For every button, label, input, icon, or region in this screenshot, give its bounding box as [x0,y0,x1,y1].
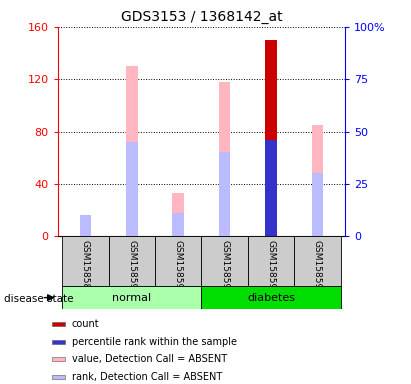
Bar [52,322,65,326]
Text: count: count [72,319,99,329]
Bar [62,236,109,286]
Bar [62,286,201,309]
Text: normal: normal [112,293,151,303]
Bar [201,236,248,286]
Bar [52,375,65,379]
Bar [80,215,91,236]
Text: value, Detection Call = ABSENT: value, Detection Call = ABSENT [72,354,227,364]
Bar [312,125,323,236]
Bar [80,217,91,236]
Text: GSM158595: GSM158595 [313,240,322,295]
Bar [155,236,201,286]
Bar [219,152,231,236]
Text: rank, Detection Call = ABSENT: rank, Detection Call = ABSENT [72,372,222,382]
Bar [109,236,155,286]
Text: GSM158589: GSM158589 [81,240,90,295]
Bar [126,142,138,236]
Text: disease state: disease state [4,294,74,304]
Bar [265,140,277,236]
Text: diabetes: diabetes [247,293,295,303]
Bar [172,213,184,236]
Bar [248,236,294,286]
Text: percentile rank within the sample: percentile rank within the sample [72,337,237,347]
Bar [219,82,231,236]
Bar [201,286,341,309]
Text: GSM158591: GSM158591 [174,240,182,295]
Text: GSM158593: GSM158593 [220,240,229,295]
Title: GDS3153 / 1368142_at: GDS3153 / 1368142_at [120,10,282,25]
Bar [265,40,277,236]
Bar [52,357,65,361]
Bar [172,193,184,236]
Text: GSM158590: GSM158590 [127,240,136,295]
Bar [52,340,65,344]
Bar [294,236,341,286]
Bar [126,66,138,236]
Bar [312,174,323,236]
Text: GSM158594: GSM158594 [266,240,275,295]
